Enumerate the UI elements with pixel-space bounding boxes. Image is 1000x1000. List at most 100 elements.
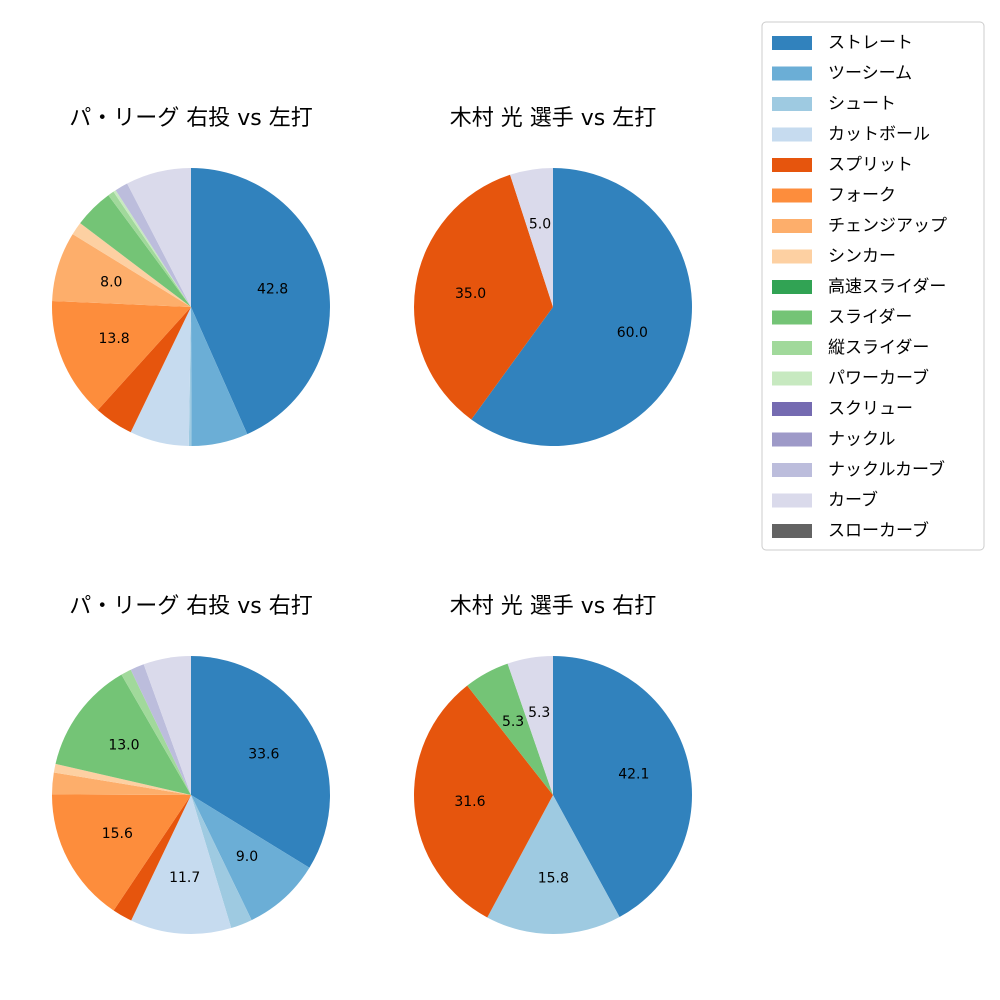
pie-slice-label: 35.0 xyxy=(455,286,486,302)
pie-title: パ・リーグ 右投 vs 左打 xyxy=(69,106,312,131)
pie-slice xyxy=(467,663,553,795)
legend-item: スローカーブ xyxy=(772,520,929,541)
pie-slice xyxy=(143,656,191,795)
pie-slice-label: 13.8 xyxy=(99,331,130,347)
legend-label: ナックル xyxy=(828,430,896,450)
pie-chart-3: パ・リーグ 右投 vs 右打 33.6 9.0 11.7 15.6 13.0 xyxy=(51,594,331,934)
pie-title: 木村 光 選手 vs 右打 xyxy=(450,594,656,619)
pie-slice-label: 33.6 xyxy=(248,746,279,762)
legend-label: パワーカーブ xyxy=(828,368,929,389)
legend-swatch xyxy=(772,310,812,325)
legend-item: 高速スライダー xyxy=(772,277,946,297)
pie-slice xyxy=(121,669,191,795)
pie-slice xyxy=(72,223,191,307)
pie-title: 木村 光 選手 vs 左打 xyxy=(450,106,656,131)
pie-slice-label: 11.7 xyxy=(169,870,200,886)
pie-slice xyxy=(53,763,191,795)
pie-slice-label: 5.3 xyxy=(502,714,524,730)
legend-swatch xyxy=(772,36,812,50)
pie-slice xyxy=(414,685,553,918)
legend-label: スローカーブ xyxy=(828,520,929,541)
legend-item: フォーク xyxy=(772,186,896,206)
legend-item: ストレート xyxy=(772,33,913,53)
legend-swatch xyxy=(772,341,812,355)
pie-slice xyxy=(487,795,620,934)
legend-label: ツーシーム xyxy=(828,64,912,84)
pie-slice-label: 60.0 xyxy=(617,325,648,341)
pie-slice-label: 5.3 xyxy=(528,705,550,721)
pie-slice-label: 9.0 xyxy=(236,849,258,865)
pie-title: パ・リーグ 右投 vs 右打 xyxy=(69,594,312,619)
pie-slice xyxy=(191,795,252,929)
legend-swatch xyxy=(772,463,812,477)
pie-slice xyxy=(127,167,191,307)
legend-label: 高速スライダー xyxy=(828,277,946,297)
legend-swatch xyxy=(772,158,812,172)
legend-swatch xyxy=(772,493,812,508)
pie-slice xyxy=(191,656,331,868)
legend-item: スプリット xyxy=(772,155,913,175)
legend-swatch xyxy=(772,432,812,447)
legend-item: 縦スライダー xyxy=(772,338,929,358)
pie-slice xyxy=(113,190,191,307)
legend-item: ナックルカーブ xyxy=(772,459,945,480)
legend-swatch xyxy=(772,524,812,538)
legend-swatch xyxy=(772,219,812,233)
pie-chart-1: パ・リーグ 右投 vs 左打 42.8 13.8 8.0 xyxy=(52,106,330,447)
pie-slice xyxy=(188,307,192,447)
pie-slice xyxy=(191,795,310,921)
pie-slice xyxy=(553,656,693,918)
legend: ストレートツーシームシュートカットボールスプリットフォークチェンジアップシンカー… xyxy=(761,21,985,551)
legend-item: スライダー xyxy=(772,308,912,328)
legend-item: カーブ xyxy=(772,490,878,511)
legend-swatch xyxy=(772,249,812,264)
pie-slice-label: 31.6 xyxy=(454,794,485,810)
legend-swatch xyxy=(772,66,812,81)
pie-slice-label: 15.8 xyxy=(538,870,569,886)
pie-slice xyxy=(113,795,191,921)
pie-slice xyxy=(115,183,191,307)
legend-label: スクリュー xyxy=(828,399,913,419)
pie-slice xyxy=(191,307,248,446)
pie-slice xyxy=(510,167,553,307)
legend-item: ナックル xyxy=(772,430,896,450)
legend-label: ストレート xyxy=(828,33,913,53)
legend-item: チェンジアップ xyxy=(772,216,947,236)
legend-label: シンカー xyxy=(828,247,896,267)
pie-slice xyxy=(52,301,192,411)
pie-slice-label: 15.6 xyxy=(102,826,133,842)
legend-swatch xyxy=(772,188,812,203)
pie-slice xyxy=(414,174,553,420)
pie-chart-4: 木村 光 選手 vs 右打 42.1 15.8 31.6 5.35.3 xyxy=(414,594,693,934)
pie-slice xyxy=(80,195,191,307)
pie-slice xyxy=(471,168,693,447)
pie-slice xyxy=(131,795,232,934)
legend-label: スプリット xyxy=(828,155,913,175)
legend-label: チェンジアップ xyxy=(828,216,947,236)
pie-slice xyxy=(191,168,330,435)
legend-swatch xyxy=(772,97,812,111)
legend-label: スライダー xyxy=(828,308,912,328)
legend-swatch xyxy=(772,371,812,386)
pie-slice xyxy=(130,664,191,795)
pie-slice-label: 42.8 xyxy=(257,282,288,298)
legend-label: シュート xyxy=(828,94,896,114)
legend-item: カットボール xyxy=(772,125,930,145)
legend-label: カーブ xyxy=(828,490,878,511)
pie-chart-2: 木村 光 選手 vs 左打 60.0 35.0 5.0 xyxy=(414,106,693,447)
pie-slice xyxy=(507,656,553,795)
legend-swatch xyxy=(772,402,812,416)
pie-slice-label: 13.0 xyxy=(108,737,139,753)
pie-slice xyxy=(55,674,191,795)
pie-slice-label: 5.0 xyxy=(529,217,551,233)
pie-slice xyxy=(97,307,191,433)
pie-charts: パ・リーグ 右投 vs 左打 42.8 13.8 8.0 木村 光 選手 vs 左打 60… xyxy=(51,106,693,934)
pie-slice xyxy=(52,772,191,795)
legend-label: 縦スライダー xyxy=(828,338,929,358)
pie-slice xyxy=(51,794,192,911)
pie-slice-label: 42.1 xyxy=(618,766,649,782)
legend-swatch xyxy=(772,280,812,294)
pie-slice xyxy=(52,234,191,307)
legend-swatch xyxy=(772,127,812,142)
